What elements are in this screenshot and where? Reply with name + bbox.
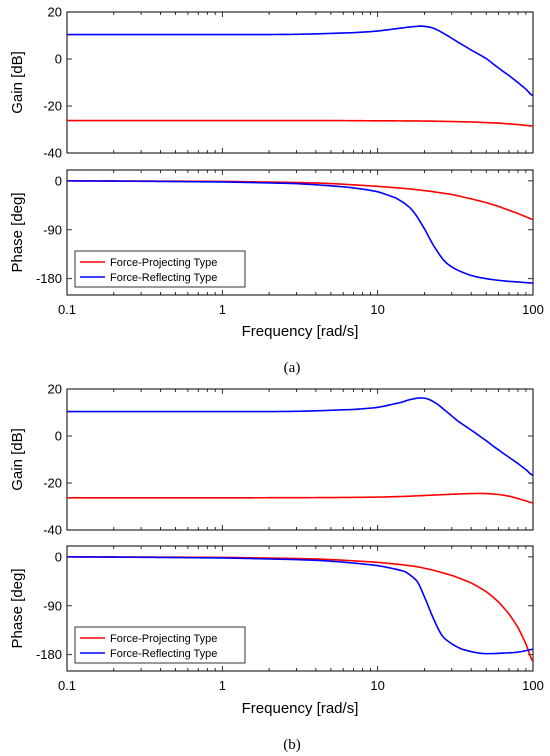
gain-panel: 20 0 -20 -40 Gain [dB] (9, 5, 534, 161)
series-group (67, 180, 533, 284)
x-tick-label: 100 (522, 302, 544, 317)
y-axis-label: Gain [dB] (9, 428, 26, 491)
phase-panel: 0 -90 -180 Phase [deg] Force-Projecting Type… (9, 169, 534, 296)
y-tick-label: 0 (55, 52, 62, 67)
x-axis-label: Frequency [rad/s] (242, 323, 359, 340)
y-tick-label: 20 (48, 382, 62, 397)
y-tick-label: 20 (48, 5, 62, 20)
series-line-force-reflecting (67, 25, 533, 97)
gain-axes-frame (66, 11, 534, 154)
legend: Force-Projecting Type Force-Reflecting Ty… (74, 250, 246, 288)
legend-box (74, 626, 246, 664)
x-tick-label: 0.1 (58, 302, 76, 317)
gain-axes-frame (66, 388, 534, 531)
y-tick-label: -180 (36, 271, 62, 286)
series-line-force-reflecting (67, 180, 533, 284)
x-tick-label: 100 (522, 678, 544, 693)
x-axis-label: Frequency [rad/s] (242, 700, 359, 717)
y-axis-label: Phase [deg] (9, 568, 26, 648)
legend-box (74, 250, 246, 288)
y-tick-label: -20 (43, 99, 62, 114)
gain-panel: 20 0 -20 -40 Gain [dB] (9, 382, 534, 538)
figure-caption: (a) (284, 360, 301, 376)
legend: Force-Projecting Type Force-Reflecting Ty… (74, 626, 246, 664)
series-line-force-reflecting (67, 397, 533, 477)
y-tick-label: -40 (43, 523, 62, 538)
series-group (67, 397, 533, 504)
x-tick-label: 1 (219, 678, 226, 693)
series-line-force-reflecting (67, 556, 533, 655)
y-tick-label: -180 (36, 647, 62, 662)
y-tick-label: -90 (43, 222, 62, 237)
phase-panel: 0 -90 -180 Phase [deg] Force-Projecting Type… (9, 545, 534, 672)
series-group (67, 556, 533, 663)
x-tick-label: 1 (219, 302, 226, 317)
y-tick-label: -40 (43, 146, 62, 161)
phase-axes-frame (66, 545, 534, 672)
legend-entry: Force-Projecting Type (110, 633, 217, 645)
y-axis-label: Phase [deg] (9, 192, 26, 272)
figure-caption: (b) (283, 737, 301, 753)
series-line-force-projecting (67, 180, 533, 221)
y-tick-label: 0 (55, 549, 62, 564)
x-tick-label: 10 (370, 678, 384, 693)
series-group (67, 25, 533, 127)
x-tick-label: 0.1 (58, 678, 76, 693)
y-tick-label: -90 (43, 598, 62, 613)
chart-a: 20 0 -20 -40 Gain [dB] 0 -90 -180 Phase [deg] For… (9, 5, 544, 377)
y-tick-label: 0 (55, 429, 62, 444)
y-axis-label: Gain [dB] (9, 51, 26, 114)
x-tick-label: 10 (370, 302, 384, 317)
y-tick-label: -20 (43, 476, 62, 491)
legend-entry: Force-Reflecting Type (110, 272, 217, 284)
chart-b: 20 0 -20 -40 Gain [dB] 0 -90 -180 Phase [deg] For… (9, 382, 544, 754)
series-line-force-projecting (67, 119, 533, 127)
legend-entry: Force-Reflecting Type (110, 648, 217, 660)
y-tick-label: 0 (55, 173, 62, 188)
phase-axes-frame (66, 169, 534, 296)
legend-entry: Force-Projecting Type (110, 257, 217, 269)
series-line-force-projecting (67, 492, 533, 504)
